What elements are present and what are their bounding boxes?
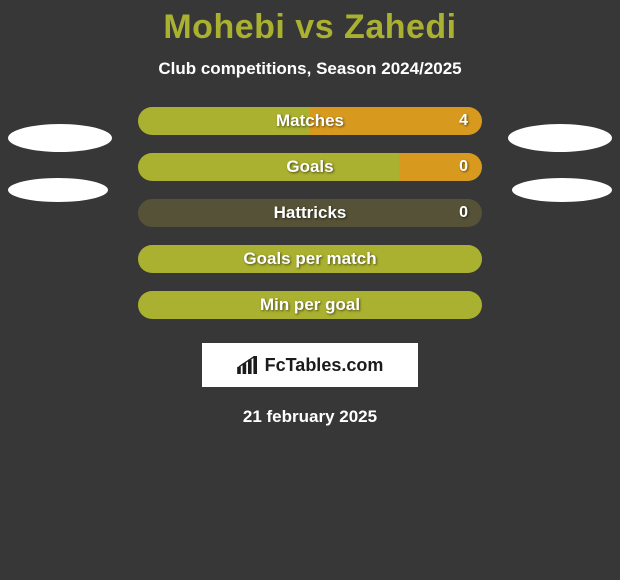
bar-track: Hattricks — [138, 199, 482, 227]
bar-track: Goals — [138, 153, 482, 181]
bar-track: Matches — [138, 107, 482, 135]
page-title: Mohebi vs Zahedi — [0, 8, 620, 47]
stat-label: Goals per match — [243, 249, 376, 269]
stat-label: Min per goal — [260, 295, 360, 315]
stat-row: 4Matches4 — [0, 107, 620, 135]
bar-track: Goals per match — [138, 245, 482, 273]
stat-row: 1Goals0 — [0, 153, 620, 181]
stat-label: Matches — [276, 111, 344, 131]
stat-row: 0.25Goals per match — [0, 245, 620, 273]
stat-value-right: 0 — [459, 204, 468, 222]
brand-text: FcTables.com — [265, 355, 384, 376]
bar-track: Min per goal — [138, 291, 482, 319]
stat-label: Goals — [286, 157, 333, 177]
date-text: 21 february 2025 — [0, 407, 620, 427]
stat-row: 435Min per goal — [0, 291, 620, 319]
bar-left — [138, 153, 399, 181]
comparison-card: Mohebi vs Zahedi Club competitions, Seas… — [0, 0, 620, 580]
bar-right — [399, 153, 482, 181]
stat-label: Hattricks — [274, 203, 347, 223]
brand-badge: FcTables.com — [202, 343, 418, 387]
bar-chart-icon — [237, 356, 259, 374]
stat-value-right: 4 — [459, 112, 468, 130]
page-subtitle: Club competitions, Season 2024/2025 — [0, 59, 620, 79]
stat-row: 0Hattricks0 — [0, 199, 620, 227]
stat-value-right: 0 — [459, 158, 468, 176]
